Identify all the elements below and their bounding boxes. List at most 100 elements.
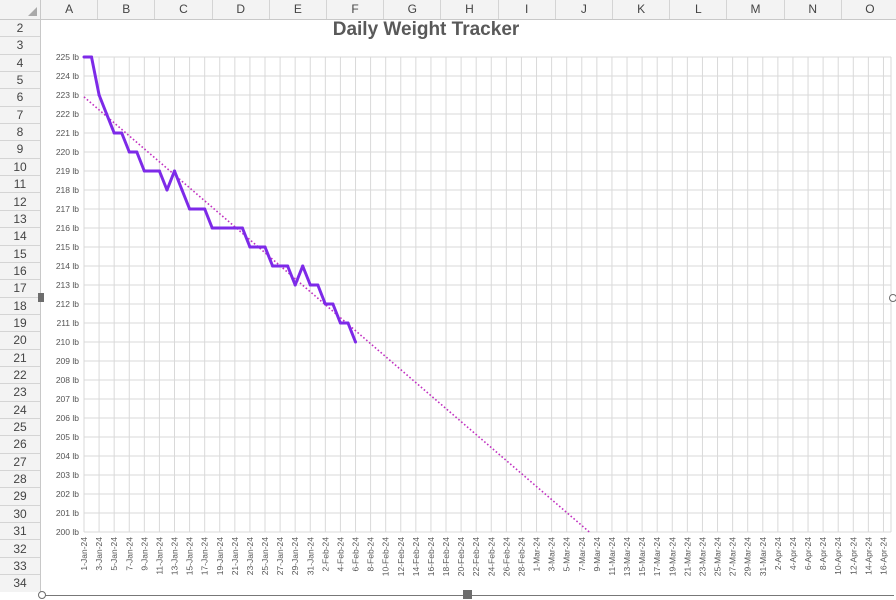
column-header-j[interactable]: J (556, 0, 613, 19)
column-header-c[interactable]: C (155, 0, 213, 19)
y-tick-label: 204 lb (56, 451, 79, 461)
x-tick-label: 15-Jan-24 (185, 537, 195, 576)
y-tick-label: 218 lb (56, 185, 79, 195)
row-header-4[interactable]: 4 (0, 55, 40, 73)
column-header-m[interactable]: M (727, 0, 785, 19)
x-tick-label: 28-Feb-24 (516, 537, 526, 576)
data-point (157, 169, 161, 173)
row-header-26[interactable]: 26 (0, 436, 40, 454)
row-header-15[interactable]: 15 (0, 246, 40, 263)
x-tick-label: 1-Mar-24 (532, 537, 542, 572)
y-tick-label: 215 lb (56, 242, 79, 252)
x-tick-label: 31-Mar-24 (758, 537, 768, 576)
resize-handle-bottom-middle-icon[interactable] (463, 590, 472, 599)
x-tick-label: 21-Jan-24 (230, 537, 240, 576)
y-tick-label: 200 lb (56, 527, 79, 537)
y-tick-label: 206 lb (56, 413, 79, 423)
y-tick-label: 219 lb (56, 166, 79, 176)
data-point (142, 169, 146, 173)
y-tick-label: 225 lb (56, 52, 79, 62)
data-point (188, 207, 192, 211)
data-point (338, 321, 342, 325)
x-tick-label: 19-Jan-24 (215, 537, 225, 576)
row-header-24[interactable]: 24 (0, 402, 40, 420)
data-point (127, 150, 131, 154)
row-header-31[interactable]: 31 (0, 523, 40, 541)
resize-handle-bottom-left-icon[interactable] (38, 591, 46, 599)
row-header-14[interactable]: 14 (0, 228, 40, 246)
row-header-7[interactable]: 7 (0, 107, 40, 125)
row-header-29[interactable]: 29 (0, 488, 40, 506)
x-tick-label: 13-Mar-24 (622, 537, 632, 576)
row-header-10[interactable]: 10 (0, 159, 40, 177)
row-header-13[interactable]: 13 (0, 211, 40, 229)
x-tick-label: 12-Feb-24 (396, 537, 406, 576)
row-header-22[interactable]: 22 (0, 367, 40, 385)
data-point (316, 283, 320, 287)
data-point (210, 226, 214, 230)
data-point (255, 245, 259, 249)
x-tick-label: 27-Mar-24 (728, 537, 738, 576)
row-header-6[interactable]: 6 (0, 89, 40, 107)
column-header-i[interactable]: I (499, 0, 556, 19)
row-header-2[interactable]: 2 (0, 20, 40, 38)
x-tick-label: 19-Mar-24 (667, 537, 677, 576)
weight-line-chart[interactable]: 225 lb 224 lb 223 lb 222 lb 221 lb 220 lb 219 … (41, 20, 896, 592)
series-points (82, 55, 358, 344)
row-header-32[interactable]: 32 (0, 541, 40, 558)
row-header-18[interactable]: 18 (0, 298, 40, 315)
x-tick-label: 29-Mar-24 (743, 537, 753, 576)
column-header-o[interactable]: O (842, 0, 896, 19)
x-tick-label: 7-Jan-24 (124, 537, 134, 571)
data-point (248, 245, 252, 249)
column-header-e[interactable]: E (270, 0, 327, 19)
row-header-11[interactable]: 11 (0, 176, 40, 194)
row-header-17[interactable]: 17 (0, 280, 40, 298)
row-header-12[interactable]: 12 (0, 194, 40, 211)
select-all-corner[interactable] (0, 0, 41, 19)
row-header-21[interactable]: 21 (0, 350, 40, 367)
row-header-9[interactable]: 9 (0, 141, 40, 159)
column-header-f[interactable]: F (327, 0, 385, 19)
row-header-8[interactable]: 8 (0, 124, 40, 142)
chart-area[interactable]: 225 lb 224 lb 223 lb 222 lb 221 lb 220 lb 219 … (41, 20, 896, 592)
column-header-b[interactable]: B (98, 0, 156, 19)
chart-bottom-edge (0, 590, 896, 600)
column-header-n[interactable]: N (785, 0, 842, 19)
row-header-28[interactable]: 28 (0, 471, 40, 489)
x-tick-label: 5-Jan-24 (109, 537, 119, 571)
column-header-d[interactable]: D (213, 0, 270, 19)
x-tick-label: 27-Jan-24 (275, 537, 285, 576)
x-tick-label: 16-Apr-24 (878, 537, 888, 575)
row-header-5[interactable]: 5 (0, 72, 40, 90)
x-tick-label: 8-Feb-24 (366, 537, 376, 572)
data-point (271, 264, 275, 268)
column-header-g[interactable]: G (384, 0, 442, 19)
column-header-a[interactable]: A (41, 0, 99, 19)
x-tick-label: 9-Mar-24 (592, 537, 602, 572)
x-tick-label: 14-Apr-24 (863, 537, 873, 575)
y-tick-label: 212 lb (56, 299, 79, 309)
x-tick-label: 8-Apr-24 (818, 537, 828, 570)
row-header-30[interactable]: 30 (0, 506, 40, 524)
resize-handle-right-middle-icon[interactable] (889, 294, 896, 302)
column-header-k[interactable]: K (613, 0, 671, 19)
resize-handle-left-middle-icon[interactable] (38, 293, 44, 302)
y-tick-label: 210 lb (56, 337, 79, 347)
data-point (135, 150, 139, 154)
row-header-19[interactable]: 19 (0, 315, 40, 333)
row-header-27[interactable]: 27 (0, 454, 40, 472)
column-header-l[interactable]: L (670, 0, 728, 19)
x-tick-label: 18-Feb-24 (441, 537, 451, 576)
row-header-20[interactable]: 20 (0, 332, 40, 350)
row-header-3[interactable]: 3 (0, 37, 40, 55)
row-header-33[interactable]: 33 (0, 558, 40, 576)
x-tick-label: 2-Feb-24 (320, 537, 330, 572)
row-header-23[interactable]: 23 (0, 384, 40, 402)
x-tick-label: 10-Feb-24 (381, 537, 391, 576)
data-point (293, 283, 297, 287)
row-header-25[interactable]: 25 (0, 419, 40, 437)
row-header-34[interactable]: 34 (0, 575, 40, 593)
row-header-16[interactable]: 16 (0, 263, 40, 281)
column-header-h[interactable]: H (441, 0, 499, 19)
